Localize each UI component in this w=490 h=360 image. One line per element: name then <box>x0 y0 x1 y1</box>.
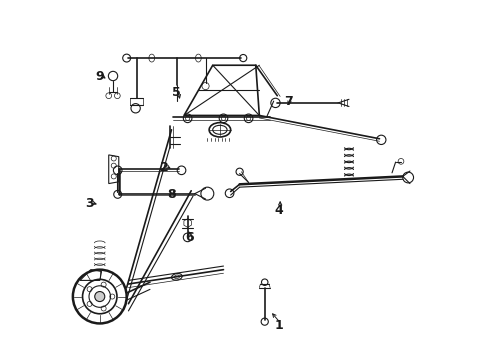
Text: 7: 7 <box>284 95 293 108</box>
Text: 6: 6 <box>185 231 194 244</box>
Text: 3: 3 <box>85 197 93 210</box>
Text: 1: 1 <box>275 319 283 332</box>
Text: 8: 8 <box>167 188 176 201</box>
Text: 4: 4 <box>275 204 283 217</box>
Text: 5: 5 <box>172 86 181 99</box>
Text: 2: 2 <box>160 161 169 174</box>
Circle shape <box>95 292 105 302</box>
Text: 9: 9 <box>96 69 104 82</box>
